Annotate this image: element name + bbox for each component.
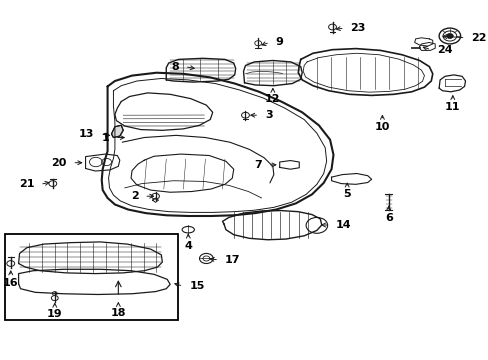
Text: 1: 1 — [101, 132, 109, 143]
Text: 18: 18 — [110, 308, 126, 318]
Text: 19: 19 — [47, 309, 62, 319]
Text: 16: 16 — [3, 278, 19, 288]
Text: 6: 6 — [384, 213, 392, 223]
Text: 8: 8 — [171, 62, 179, 72]
Text: 5: 5 — [343, 189, 350, 199]
Text: 23: 23 — [350, 23, 365, 33]
Text: 21: 21 — [19, 179, 34, 189]
Text: 4: 4 — [184, 240, 192, 251]
Text: 22: 22 — [470, 33, 486, 43]
Text: 3: 3 — [264, 110, 272, 120]
Circle shape — [446, 33, 452, 39]
Polygon shape — [19, 269, 170, 294]
FancyBboxPatch shape — [5, 234, 178, 320]
Text: 14: 14 — [335, 220, 351, 230]
Text: 12: 12 — [264, 94, 280, 104]
Text: 2: 2 — [130, 191, 138, 201]
Polygon shape — [111, 125, 123, 138]
Text: 7: 7 — [254, 160, 262, 170]
Text: 10: 10 — [374, 122, 389, 132]
Text: 9: 9 — [275, 37, 283, 48]
Text: 20: 20 — [51, 158, 66, 168]
Text: 13: 13 — [79, 129, 94, 139]
Text: 17: 17 — [224, 255, 240, 265]
Text: 24: 24 — [436, 45, 452, 55]
Text: 15: 15 — [189, 281, 204, 291]
Text: 11: 11 — [444, 102, 460, 112]
Polygon shape — [19, 242, 162, 274]
